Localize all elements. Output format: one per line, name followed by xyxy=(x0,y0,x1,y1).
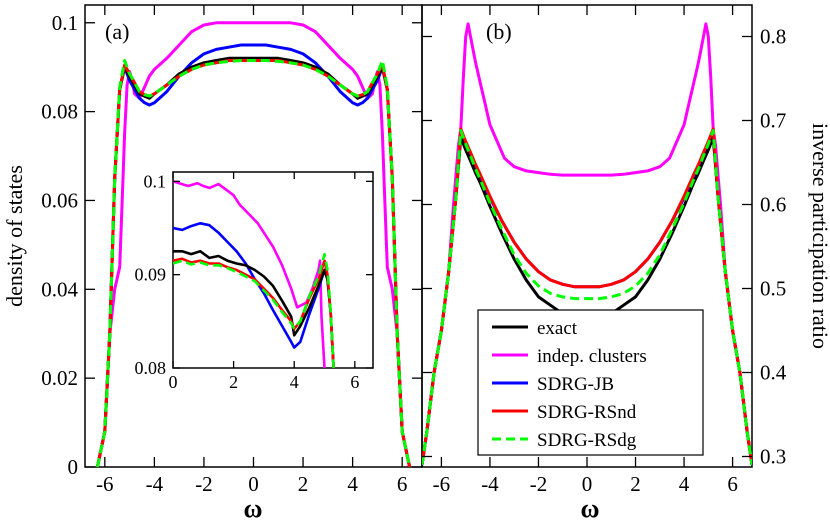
x-tick-label: 2 xyxy=(630,472,641,496)
x-tick-label: -6 xyxy=(96,472,114,496)
inset-frame xyxy=(172,171,374,369)
panel-a-series xyxy=(95,21,412,467)
inset-y-axis: 0.08 0.09 0.1 xyxy=(135,171,373,378)
y-tick-label: 0.08 xyxy=(135,358,167,378)
x-tick-label: 0 xyxy=(582,472,593,496)
x-tick-label: -4 xyxy=(481,472,499,496)
series-line-sdrg-rsdg xyxy=(95,59,412,467)
x-tick-label: 2 xyxy=(298,472,309,496)
series-line-indep-clusters xyxy=(422,22,752,466)
inset-zoom-plot: 0 2 4 6 0.08 0.09 0.1 xyxy=(135,171,374,392)
series-line-exact xyxy=(173,250,335,368)
x-tick-label: 0 xyxy=(248,472,259,496)
legend-label-indep-clusters: indep. clusters xyxy=(537,346,647,367)
y-tick-label: 0.08 xyxy=(41,100,78,124)
y-tick-label: 0.1 xyxy=(144,171,167,191)
panel-a-x-axis-title: ω xyxy=(243,494,262,522)
panel-b-x-axis: -6 -4 -2 0 2 4 6 xyxy=(433,5,738,496)
series-line-sdrg-jb xyxy=(95,43,412,467)
x-tick-label: 4 xyxy=(290,372,299,392)
y-tick-label: 0.04 xyxy=(41,277,78,301)
y-tick-label: 0.8 xyxy=(760,25,786,49)
series-line-indep-clusters xyxy=(95,21,412,467)
x-tick-label: -6 xyxy=(433,472,451,496)
inset-series xyxy=(173,180,335,368)
panel-a-x-axis: -6 -4 -2 0 2 4 6 xyxy=(96,5,407,496)
x-tick-label: 2 xyxy=(229,372,238,392)
legend-label-sdrg-rsdg: SDRG-RSdg xyxy=(537,430,637,451)
x-tick-label: 0 xyxy=(169,372,178,392)
y-tick-label: 0.09 xyxy=(135,265,167,285)
legend-label-exact: exact xyxy=(537,318,578,339)
y-tick-label: 0.5 xyxy=(760,277,786,301)
inset-x-axis: 0 2 4 6 xyxy=(169,172,359,392)
panel-b-y-axis-title: inverse participation ratio xyxy=(808,123,830,349)
x-tick-label: -2 xyxy=(530,472,548,496)
panel-b-y-axis: 0.3 0.4 0.5 0.6 0.7 0.8 xyxy=(422,25,787,469)
x-tick-label: 6 xyxy=(350,372,359,392)
x-tick-label: 4 xyxy=(347,472,358,496)
y-tick-label: 0.02 xyxy=(41,366,78,390)
legend-label-sdrg-jb: SDRG-JB xyxy=(537,374,614,395)
panel-a-y-axis: 0 0.02 0.04 0.06 0.08 0.1 xyxy=(41,11,422,479)
x-tick-label: 6 xyxy=(727,472,738,496)
x-tick-label: 6 xyxy=(397,472,408,496)
legend-label-sdrg-rsnd: SDRG-RSnd xyxy=(537,402,637,423)
y-tick-label: 0.3 xyxy=(760,445,786,469)
legend: exact indep. clusters SDRG-JB SDRG-RSnd … xyxy=(477,309,704,456)
series-line-sdrg-rsdg xyxy=(422,129,752,466)
y-tick-label: 0.4 xyxy=(760,361,787,385)
y-tick-label: 0.7 xyxy=(760,109,786,133)
x-tick-label: 4 xyxy=(679,472,690,496)
y-tick-label: 0.6 xyxy=(760,193,786,217)
panel-a-dos-plot: -6 -4 -2 0 2 4 6 0 0.02 0.04 0.06 0.08 0.1 (a) dens… xyxy=(2,4,423,522)
series-line-sdrg-rsdg xyxy=(173,252,335,368)
panel-b-label: (b) xyxy=(486,19,512,44)
y-tick-label: 0.1 xyxy=(52,11,78,35)
y-tick-label: 0 xyxy=(68,455,79,479)
panel-b-ipr-plot: -6 -4 -2 0 2 4 6 0.3 0.4 0.5 0.6 0.7 0.8 (b) invers… xyxy=(421,4,830,522)
y-tick-label: 0.06 xyxy=(41,188,78,212)
panel-b-x-axis-title: ω xyxy=(580,494,599,522)
panel-a-y-axis-title: density of states xyxy=(2,165,27,307)
panel-a-label: (a) xyxy=(105,19,129,44)
x-tick-label: -4 xyxy=(146,472,164,496)
x-tick-label: -2 xyxy=(195,472,213,496)
